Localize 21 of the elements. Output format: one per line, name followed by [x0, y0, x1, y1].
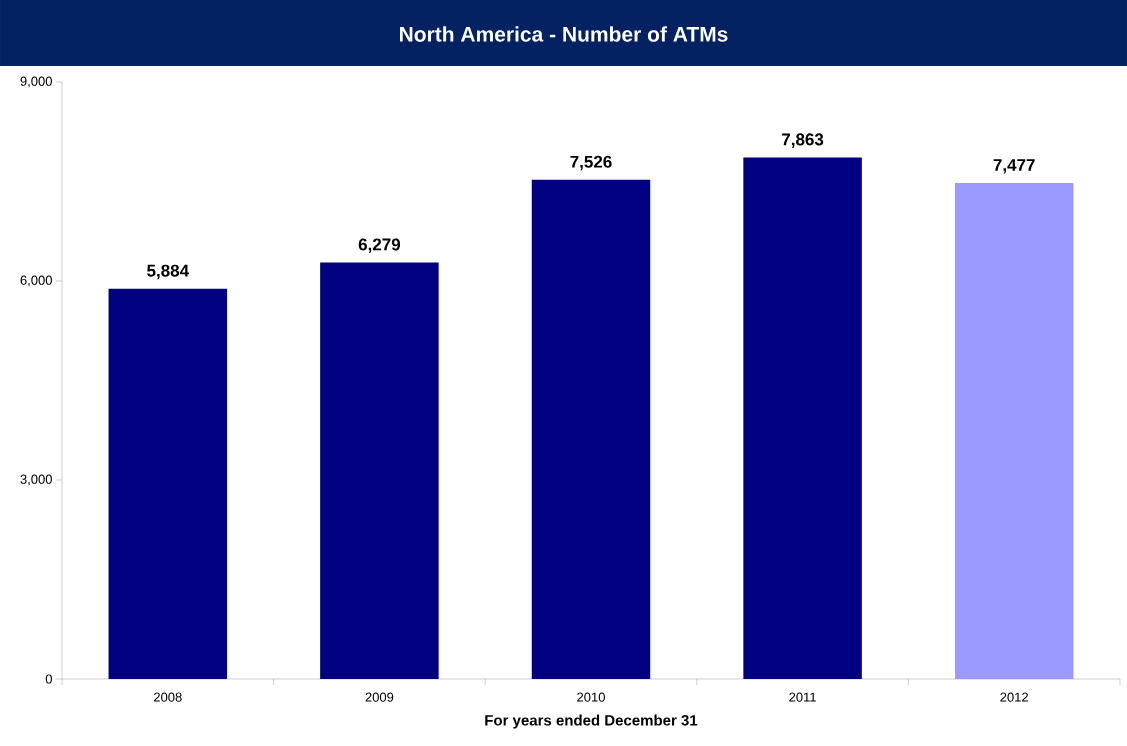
- data-label: 5,884: [147, 264, 189, 280]
- bar: [108, 288, 228, 679]
- bar: [320, 262, 439, 679]
- y-tick-label: 9,000: [20, 76, 52, 88]
- data-label: 7,477: [993, 159, 1035, 174]
- chart-title: North America - Number of ATMs: [400, 26, 728, 42]
- y-tick-label: 6,000: [20, 275, 52, 287]
- x-tick-label: 2012: [1000, 692, 1028, 702]
- x-tick-label: 2011: [789, 692, 816, 702]
- data-label: 7,863: [782, 133, 824, 148]
- x-tick-label: 2008: [154, 692, 182, 702]
- y-tick-label: 0: [45, 674, 52, 684]
- bar: [531, 179, 651, 679]
- y-tick-label: 3,000: [20, 474, 52, 486]
- x-tick-label: 2009: [365, 692, 394, 702]
- x-tick-label: 2010: [577, 692, 605, 702]
- bar: [954, 183, 1074, 679]
- bar: [743, 157, 862, 679]
- data-label: 6,279: [358, 238, 401, 253]
- x-axis-title: For years ended December 31: [485, 714, 698, 729]
- data-label: 7,526: [570, 155, 612, 171]
